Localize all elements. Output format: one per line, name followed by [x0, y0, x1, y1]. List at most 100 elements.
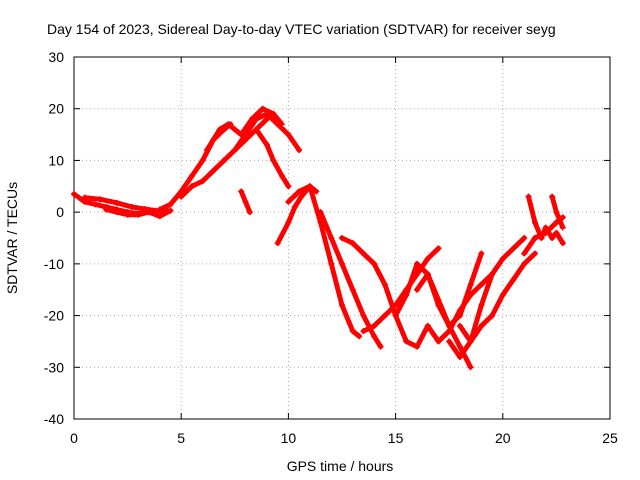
dense-point-run: [307, 183, 324, 225]
series-arc-3: [103, 206, 174, 220]
plot-frame: [73, 56, 611, 420]
dense-point-run: [318, 219, 334, 267]
dense-point-run: [457, 338, 474, 360]
dense-point-run: [204, 126, 223, 153]
data-point: [531, 250, 538, 257]
series-arc-11: [285, 183, 363, 340]
x-tick-label: 5: [177, 430, 185, 446]
data-point: [296, 147, 303, 154]
dense-point-run: [328, 235, 345, 267]
dense-point-run: [270, 157, 285, 179]
dense-point-run: [270, 111, 285, 127]
data-point: [467, 364, 474, 371]
dense-point-run: [393, 287, 409, 308]
dense-point-run: [285, 204, 298, 225]
series-arc-22: [549, 193, 566, 231]
ticks: [73, 56, 611, 420]
dense-point-run: [489, 292, 506, 319]
series-arc-2: [81, 194, 163, 215]
data-point: [246, 209, 253, 216]
y-axis-label: SDTVAR / TECUs: [4, 182, 20, 294]
dense-point-run: [328, 261, 345, 308]
data-point: [521, 235, 528, 241]
data-point: [559, 240, 566, 247]
data-series: [71, 105, 566, 371]
y-tick-label: -10: [44, 256, 64, 272]
dense-point-run: [189, 157, 206, 179]
dense-point-run: [285, 132, 302, 153]
dense-point-run: [339, 261, 356, 293]
dense-point-run: [553, 230, 566, 246]
data-point: [489, 271, 496, 278]
x-tick-label: 25: [602, 430, 618, 446]
dense-point-run: [414, 323, 431, 350]
data-point: [377, 343, 384, 350]
series-arc-7: [231, 110, 303, 154]
dense-point-run: [253, 126, 270, 148]
dense-point-run: [425, 271, 441, 303]
series-arc-19: [446, 271, 496, 360]
dense-point-run: [478, 271, 495, 308]
data-point: [559, 224, 566, 231]
dense-point-run: [403, 261, 420, 298]
dense-point-run: [521, 251, 538, 267]
series-arc-4: [156, 121, 234, 213]
dense-point-run: [371, 333, 384, 350]
dense-point-run: [232, 132, 249, 153]
dense-point-run: [275, 219, 291, 246]
dense-point-run: [553, 209, 566, 231]
dense-point-run: [511, 261, 527, 282]
x-tick-label: 0: [70, 430, 78, 446]
dense-point-run: [243, 116, 259, 138]
x-tick-labels: 0 5 10 15 20 25: [70, 430, 618, 446]
data-point: [356, 333, 363, 340]
y-tick-label: 20: [48, 101, 64, 117]
dense-point-run: [425, 323, 441, 344]
series-arc-13: [339, 235, 431, 350]
y-tick-label: 10: [48, 152, 64, 168]
y-tick-label: 30: [48, 49, 64, 65]
dense-point-run: [279, 173, 291, 189]
series-arc-8: [253, 126, 292, 190]
dense-point-run: [446, 307, 463, 334]
dense-point-run: [178, 173, 195, 194]
dense-point-run: [435, 297, 452, 329]
y-tick-label: -40: [44, 411, 64, 427]
y-tick-label: 0: [56, 204, 64, 220]
dense-point-run: [264, 142, 276, 163]
dense-point-run: [549, 194, 559, 215]
dense-point-run: [511, 235, 527, 251]
dense-point-run: [157, 208, 173, 219]
dense-point-run: [489, 256, 506, 277]
dense-point-run: [350, 287, 366, 319]
data-point: [167, 207, 174, 214]
dense-point-run: [393, 313, 409, 344]
series-arc-14: [360, 245, 442, 335]
series-arc-21: [521, 214, 566, 257]
data-point: [435, 245, 442, 252]
dense-point-run: [238, 116, 255, 138]
dense-point-run: [500, 276, 517, 298]
dense-point-run: [414, 271, 431, 293]
x-tick-label: 10: [281, 430, 297, 446]
series-arc-12: [317, 209, 384, 350]
dense-point-run: [468, 251, 484, 288]
dense-point-run: [225, 121, 244, 138]
dense-point-run: [318, 209, 334, 241]
series-arc-9: [238, 188, 253, 216]
data-point: [285, 183, 292, 190]
dense-point-run: [425, 245, 441, 262]
series-arc-17: [424, 235, 528, 345]
dense-point-run: [371, 261, 388, 288]
dense-point-run: [457, 292, 474, 313]
dense-point-run: [446, 338, 463, 360]
dense-point-run: [167, 188, 184, 207]
dense-point-run: [350, 328, 362, 339]
dense-point-run: [393, 292, 409, 319]
y-tick-label: -30: [44, 359, 64, 375]
dense-point-run: [339, 302, 356, 334]
y-tick-labels: -40 -30 -20 -10 0 10 20 30: [44, 49, 64, 427]
x-tick-label: 20: [495, 430, 511, 446]
dense-point-run: [382, 282, 399, 319]
